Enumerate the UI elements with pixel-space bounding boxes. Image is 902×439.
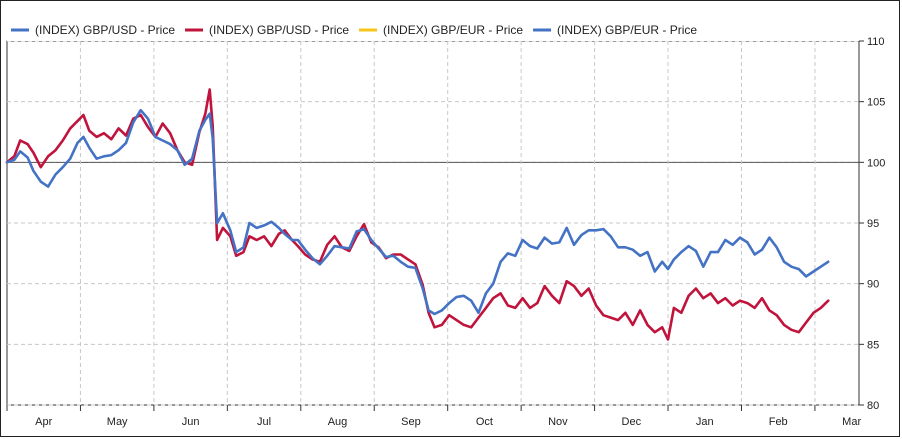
y-tick-label: 85 (867, 339, 879, 351)
y-tick-label: 105 (867, 97, 885, 109)
x-tick-label: Apr (35, 416, 52, 428)
series-line-3 (5, 108, 830, 316)
x-tick-label: Nov (548, 416, 568, 428)
x-tick-label: Sep (401, 416, 421, 428)
axis-layer: 80 85 90 95 100 105 110 Apr May Jun Jul Aug Sep Oct No… (6, 36, 885, 428)
legend-label-2: (INDEX) GBP/EUR - Price (383, 23, 523, 37)
y-tick-label: 90 (867, 279, 879, 291)
x-tick-label: Mar (842, 416, 861, 428)
x-tick-label: May (107, 416, 128, 428)
series-layer (5, 88, 830, 341)
y-tick-label: 100 (867, 157, 885, 169)
chart-legend: (INDEX) GBP/USD - Price (INDEX) GBP/USD -… (7, 23, 859, 41)
x-tick-label: Dec (622, 416, 642, 428)
y-tick-label: 95 (867, 218, 879, 230)
legend-label-1: (INDEX) GBP/USD - Price (209, 23, 349, 37)
grid-layer (6, 40, 860, 406)
x-tick-label: Aug (328, 416, 348, 428)
x-tick-label: Oct (476, 416, 493, 428)
legend-label-0: (INDEX) GBP/USD - Price (35, 23, 175, 37)
legend-label-3: (INDEX) GBP/EUR - Price (557, 23, 697, 37)
y-tick-label: 110 (867, 36, 885, 48)
x-tick-label: Feb (769, 416, 788, 428)
legend-background (7, 27, 859, 41)
x-tick-label: Jan (696, 416, 714, 428)
series-line-1 (5, 88, 830, 341)
x-tick-label: Jul (257, 416, 271, 428)
y-tick-label: 80 (867, 400, 879, 412)
x-tick-label: Jun (182, 416, 200, 428)
